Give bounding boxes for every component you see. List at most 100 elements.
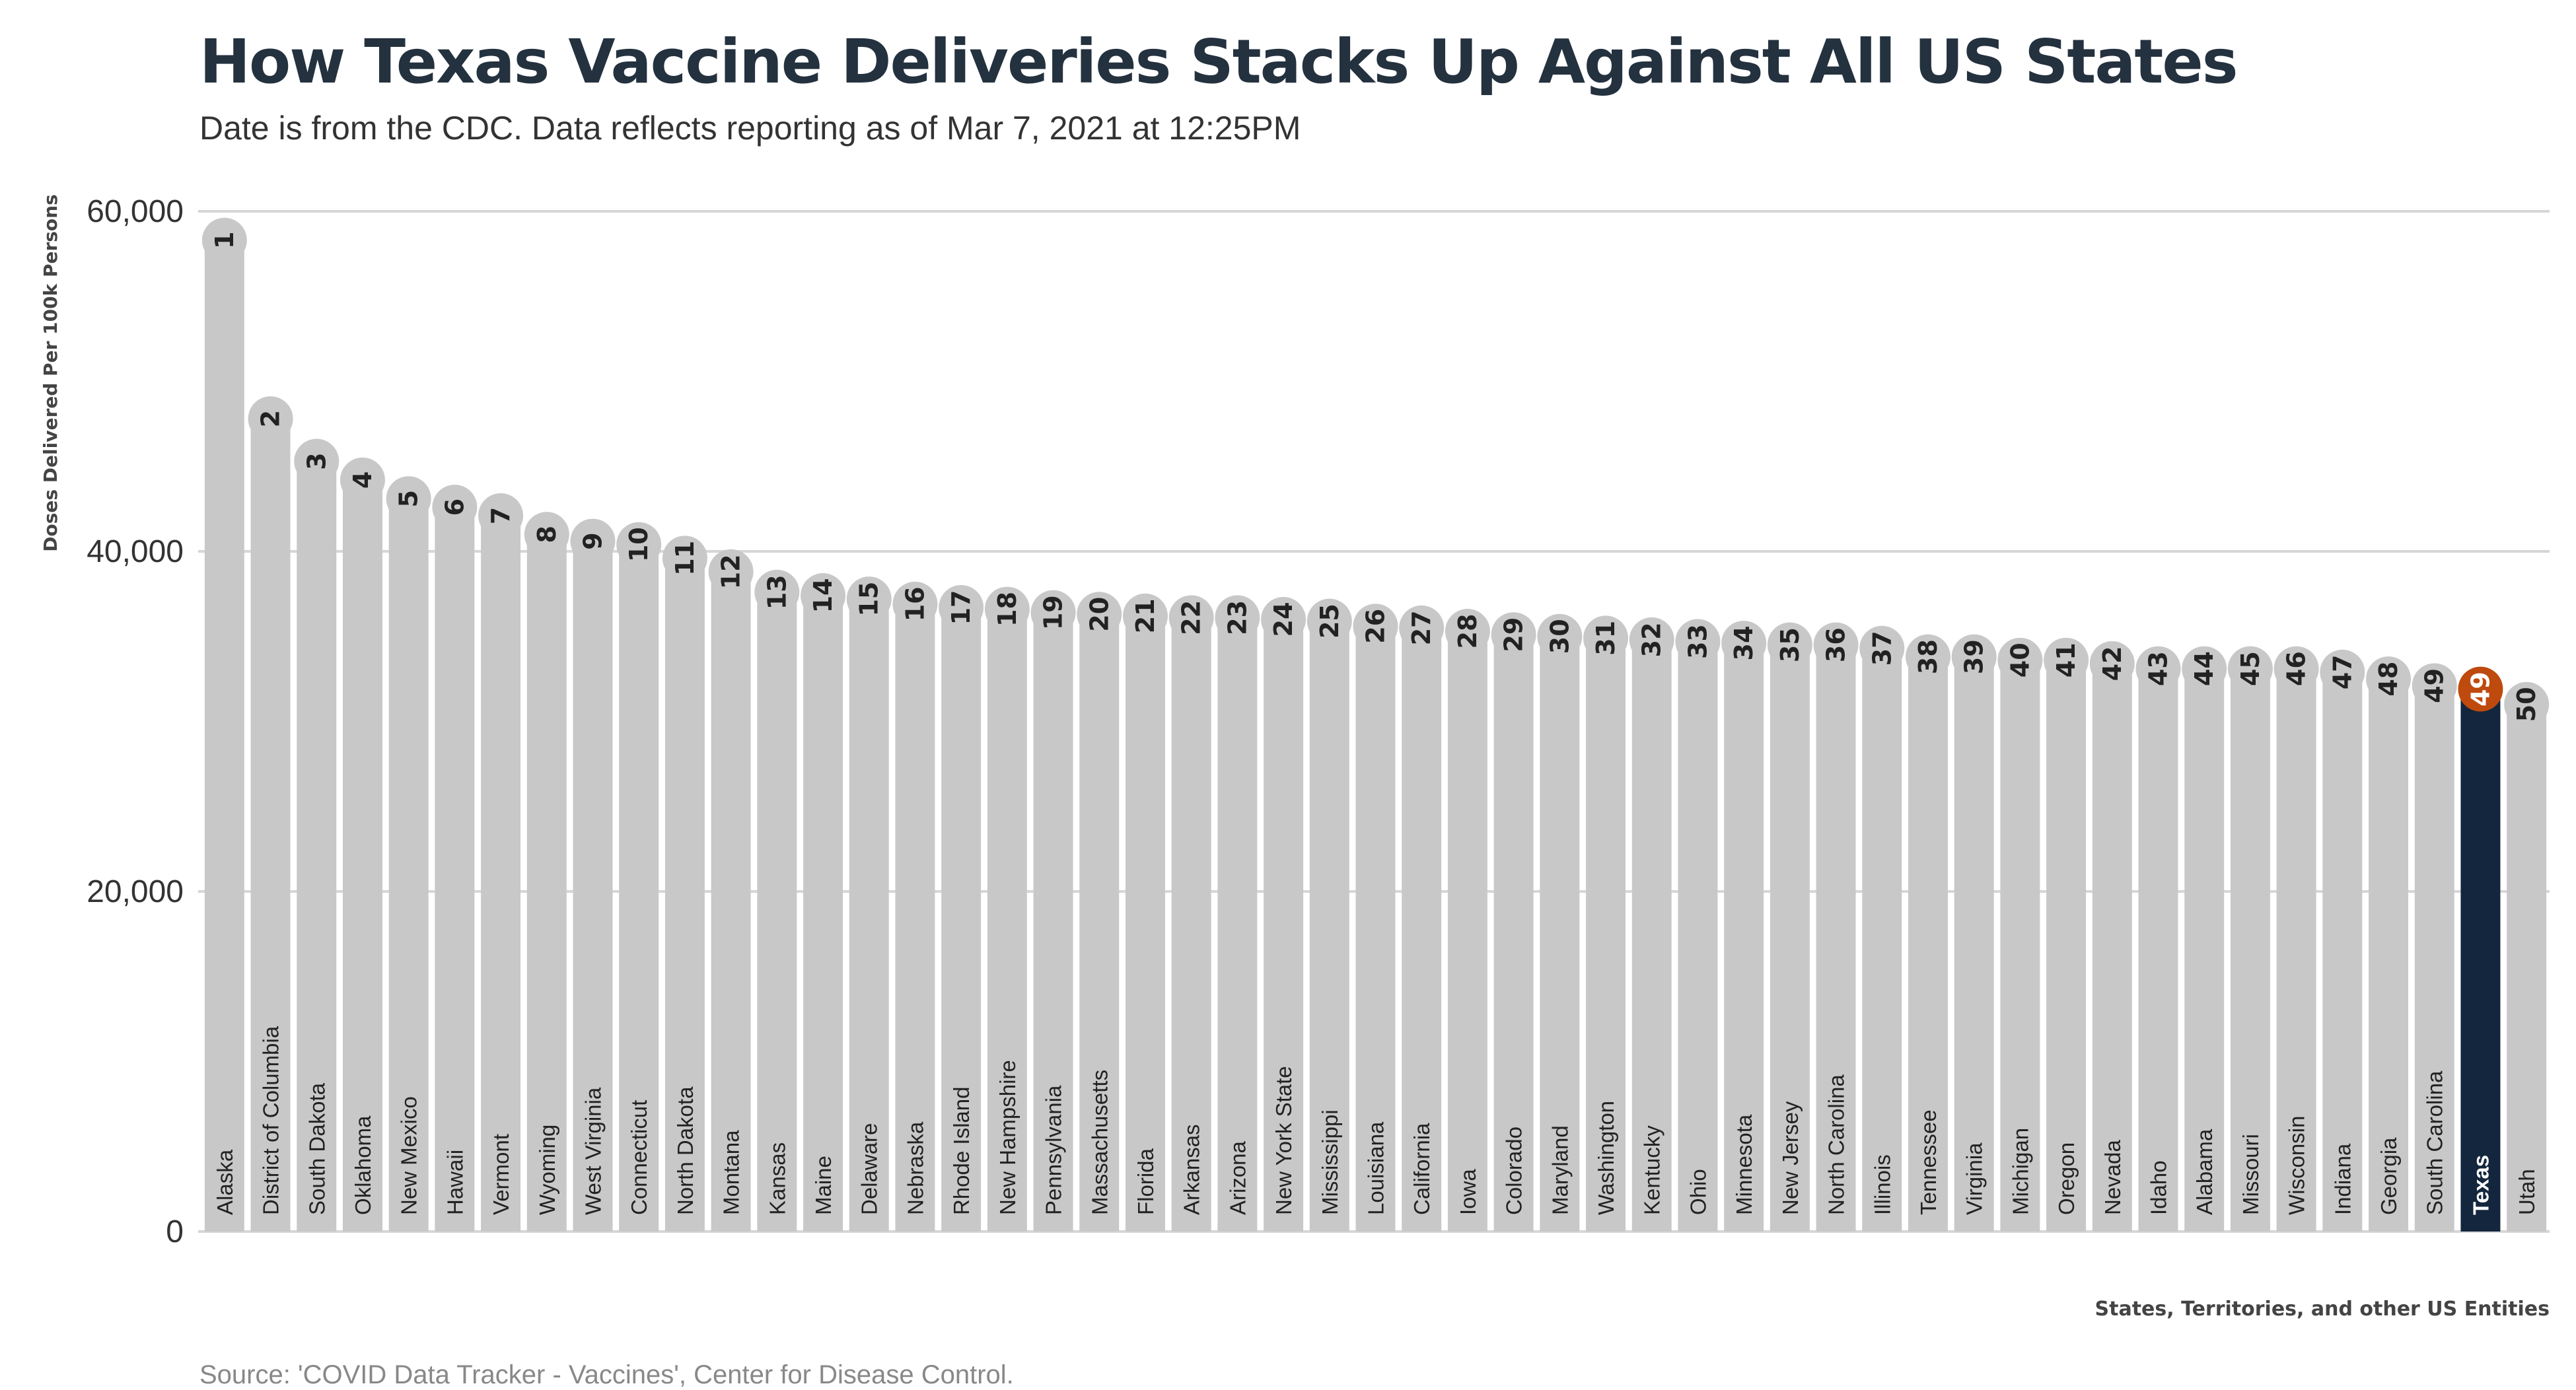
category-label: Ohio <box>1686 1169 1710 1215</box>
bar <box>435 507 475 1232</box>
category-label: Montana <box>719 1130 744 1215</box>
category-label: Massachusetts <box>1087 1070 1112 1215</box>
rank-marker <box>294 438 340 484</box>
bar <box>1493 635 1534 1232</box>
rank-marker <box>1767 622 1812 668</box>
rank-marker <box>801 573 846 618</box>
rank-marker <box>1399 605 1445 650</box>
rank-label: 32 <box>1637 622 1666 657</box>
bar <box>1816 644 1856 1232</box>
category-label: Wisconsin <box>2285 1116 2309 1215</box>
rank-label: 27 <box>1407 610 1436 645</box>
rank-marker <box>2273 646 2319 691</box>
bar <box>711 571 751 1232</box>
rank-label: 36 <box>1822 627 1851 662</box>
bar <box>803 595 843 1232</box>
rank-label: 47 <box>2328 654 2357 689</box>
x-axis-label: States, Territories, and other US Entiti… <box>2095 1298 2550 1321</box>
bar <box>573 541 613 1232</box>
rank-label: 44 <box>2190 651 2219 686</box>
bar <box>2369 679 2409 1232</box>
rank-label: 20 <box>1085 597 1114 632</box>
rank-label: 41 <box>2052 643 2081 678</box>
rank-label: 42 <box>2098 646 2127 681</box>
rank-marker <box>1721 621 1767 666</box>
rank-marker <box>939 585 984 630</box>
rank-label: 37 <box>1867 631 1896 666</box>
rank-label: 8 <box>532 526 561 543</box>
rank-marker <box>2135 646 2181 691</box>
rank-marker <box>2366 656 2412 702</box>
category-label: Tennessee <box>1916 1109 1941 1215</box>
category-label: Arkansas <box>1180 1124 1204 1215</box>
source-caption: Source: 'COVID Data Tracker - Vaccines',… <box>199 1360 1014 1389</box>
rank-marker <box>1951 634 1997 679</box>
rank-label: 29 <box>1499 617 1528 652</box>
category-label: District of Columbia <box>259 1025 283 1215</box>
bar <box>1309 621 1349 1232</box>
bar <box>1171 617 1211 1232</box>
rank-label: 43 <box>2144 651 2173 686</box>
rank-marker <box>432 485 478 530</box>
rank-marker <box>708 549 754 594</box>
rank-marker <box>1537 613 1583 659</box>
rank-label: 11 <box>670 541 699 576</box>
rank-marker <box>1445 609 1490 654</box>
category-label: Wyoming <box>535 1125 559 1215</box>
category-label: North Dakota <box>673 1086 698 1215</box>
rank-marker <box>2412 663 2457 709</box>
rank-label: 4 <box>348 471 377 489</box>
category-label: Rhode Island <box>949 1087 974 1215</box>
bar <box>2046 660 2087 1232</box>
category-label: Arizona <box>1225 1140 1250 1215</box>
bar <box>388 499 429 1232</box>
rank-label: 1 <box>210 232 239 249</box>
category-label: Georgia <box>2377 1137 2401 1215</box>
chart-title: How Texas Vaccine Deliveries Stacks Up A… <box>199 26 2238 97</box>
rank-marker <box>2044 637 2089 683</box>
category-label: Missouri <box>2238 1134 2263 1215</box>
bar <box>1908 656 1948 1232</box>
category-label: Texas <box>2468 1155 2493 1215</box>
bar <box>1862 648 1902 1232</box>
chart-subtitle: Date is from the CDC. Data reflects repo… <box>199 110 1301 147</box>
bar <box>1724 643 1764 1232</box>
bar <box>204 240 244 1232</box>
rank-label: 31 <box>1591 621 1620 656</box>
rank-marker <box>1997 637 2043 683</box>
category-label: Michigan <box>2008 1128 2032 1215</box>
rank-marker <box>1353 604 1398 649</box>
category-label: South Dakota <box>304 1082 329 1215</box>
bar <box>1540 636 1580 1232</box>
category-label: Illinois <box>1870 1154 1894 1215</box>
bar <box>481 515 521 1232</box>
category-label: Nebraska <box>903 1121 927 1215</box>
rank-marker <box>754 569 800 615</box>
category-label: Utah <box>2515 1169 2539 1215</box>
rank-marker <box>2182 646 2227 691</box>
rank-marker <box>1491 612 1536 658</box>
rank-label: 9 <box>579 532 608 549</box>
rank-marker <box>1077 592 1122 637</box>
rank-marker <box>340 457 385 503</box>
category-label: Maine <box>811 1156 836 1215</box>
rank-marker <box>386 476 431 522</box>
rank-marker <box>1306 598 1352 644</box>
rank-label: 22 <box>1177 600 1206 635</box>
bar <box>250 419 291 1232</box>
category-label: Florida <box>1133 1148 1158 1215</box>
rank-marker <box>2320 649 2365 695</box>
rank-marker <box>1813 622 1859 668</box>
bar <box>2138 668 2178 1232</box>
rank-label: 49 <box>2466 672 2495 707</box>
rank-label: 12 <box>717 554 746 589</box>
rank-label: 17 <box>947 590 976 625</box>
rank-label: 21 <box>1131 598 1160 633</box>
category-label: Alabama <box>2192 1129 2217 1215</box>
bar <box>2092 663 2132 1232</box>
rank-label: 48 <box>2374 662 2403 697</box>
rank-label: 49 <box>2420 668 2449 703</box>
y-tick-label: 20,000 <box>87 874 184 909</box>
rank-label: 33 <box>1683 624 1712 659</box>
category-label: New Jersey <box>1778 1101 1803 1215</box>
